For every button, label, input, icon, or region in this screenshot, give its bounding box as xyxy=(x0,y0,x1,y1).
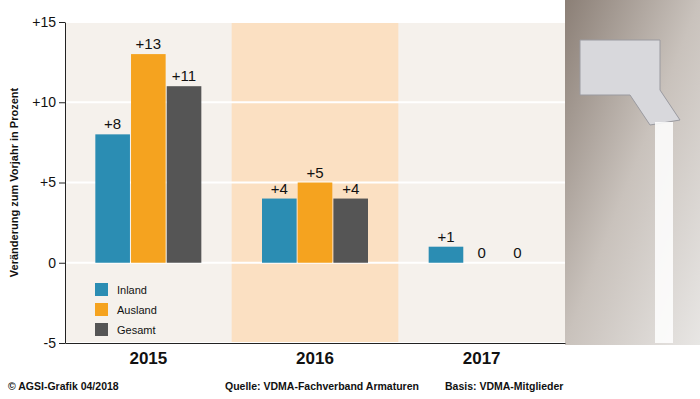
y-tick-mark xyxy=(59,102,65,103)
y-tick-label: +15 xyxy=(32,14,56,30)
data-label: +8 xyxy=(104,115,121,132)
legend: Inland Ausland Gesamt xyxy=(95,283,157,336)
bars xyxy=(95,54,463,263)
y-tick-mark xyxy=(59,343,65,344)
x-axis-line xyxy=(66,343,566,344)
data-label: +11 xyxy=(172,67,196,84)
y-tick: +15 xyxy=(32,14,65,30)
legend-swatch xyxy=(95,303,108,316)
data-label: 0 xyxy=(513,244,521,261)
y-tick-mark xyxy=(59,183,65,184)
bar xyxy=(262,199,297,263)
legend-label: Ausland xyxy=(117,304,157,316)
x-axis: 2015 2016 2017 xyxy=(66,343,566,368)
legend-entry: Gesamt xyxy=(95,323,156,336)
data-label: +5 xyxy=(306,164,323,181)
data-label: +13 xyxy=(136,35,161,52)
data-label: +1 xyxy=(437,228,454,245)
y-tick-label: -5 xyxy=(44,335,57,351)
photo xyxy=(565,0,700,345)
x-tick: 2015 xyxy=(129,343,167,368)
legend-entry: Ausland xyxy=(95,303,157,316)
y-tick: +10 xyxy=(32,94,65,110)
y-tick: 0 xyxy=(48,255,65,271)
x-tick-label: 2016 xyxy=(296,349,334,368)
bar xyxy=(429,247,464,263)
bar xyxy=(500,262,535,263)
y-axis-title: Veränderung zum Vorjahr in Prozent xyxy=(8,88,20,278)
bar xyxy=(298,183,333,263)
y-tick: +5 xyxy=(40,174,65,190)
chart: +8+4+1+13+50+11+40-50+5+10+1520152016201… xyxy=(0,0,700,399)
bar xyxy=(95,134,130,262)
y-axis-line xyxy=(65,23,66,344)
plot-background xyxy=(65,22,565,343)
photo-faucet xyxy=(580,40,680,125)
footer-note: Quelle: VDMA-Fachverband Armaturen xyxy=(225,380,419,392)
y-tick-mark xyxy=(59,22,65,23)
data-label: 0 xyxy=(477,244,485,261)
y-tick-label: +10 xyxy=(32,94,56,110)
bar xyxy=(464,262,499,263)
y-tick-mark xyxy=(59,263,65,264)
legend-swatch xyxy=(95,283,108,296)
y-tick-label: 0 xyxy=(48,255,56,271)
x-tick-label: 2017 xyxy=(463,349,501,368)
x-tick: 2017 xyxy=(463,343,501,368)
data-labels: +8 +4 +1 +13 +5 0 +11 +4 0 xyxy=(104,35,521,261)
legend-label: Gesamt xyxy=(117,324,156,336)
legend-entry: Inland xyxy=(95,283,147,296)
y-tick: -5 xyxy=(44,335,65,351)
legend-label: Inland xyxy=(117,284,147,296)
x-tick-label: 2015 xyxy=(129,349,167,368)
data-label: +4 xyxy=(271,180,288,197)
legend-swatch xyxy=(95,323,108,336)
footer-note: © AGSI-Grafik 04/2018 xyxy=(8,380,119,392)
bar xyxy=(167,86,202,263)
x-tick: 2016 xyxy=(296,343,334,368)
photo-water xyxy=(655,122,673,343)
data-label: +4 xyxy=(342,180,359,197)
grid-line xyxy=(65,342,565,344)
bar xyxy=(131,54,166,263)
footer-note: Basis: VDMA-Mitglieder xyxy=(445,380,563,392)
y-axis: -5 0 +5 +10 +15 xyxy=(32,14,65,351)
grid xyxy=(65,22,565,343)
grid-line xyxy=(65,21,565,23)
y-tick-label: +5 xyxy=(40,174,56,190)
bar xyxy=(333,199,368,263)
